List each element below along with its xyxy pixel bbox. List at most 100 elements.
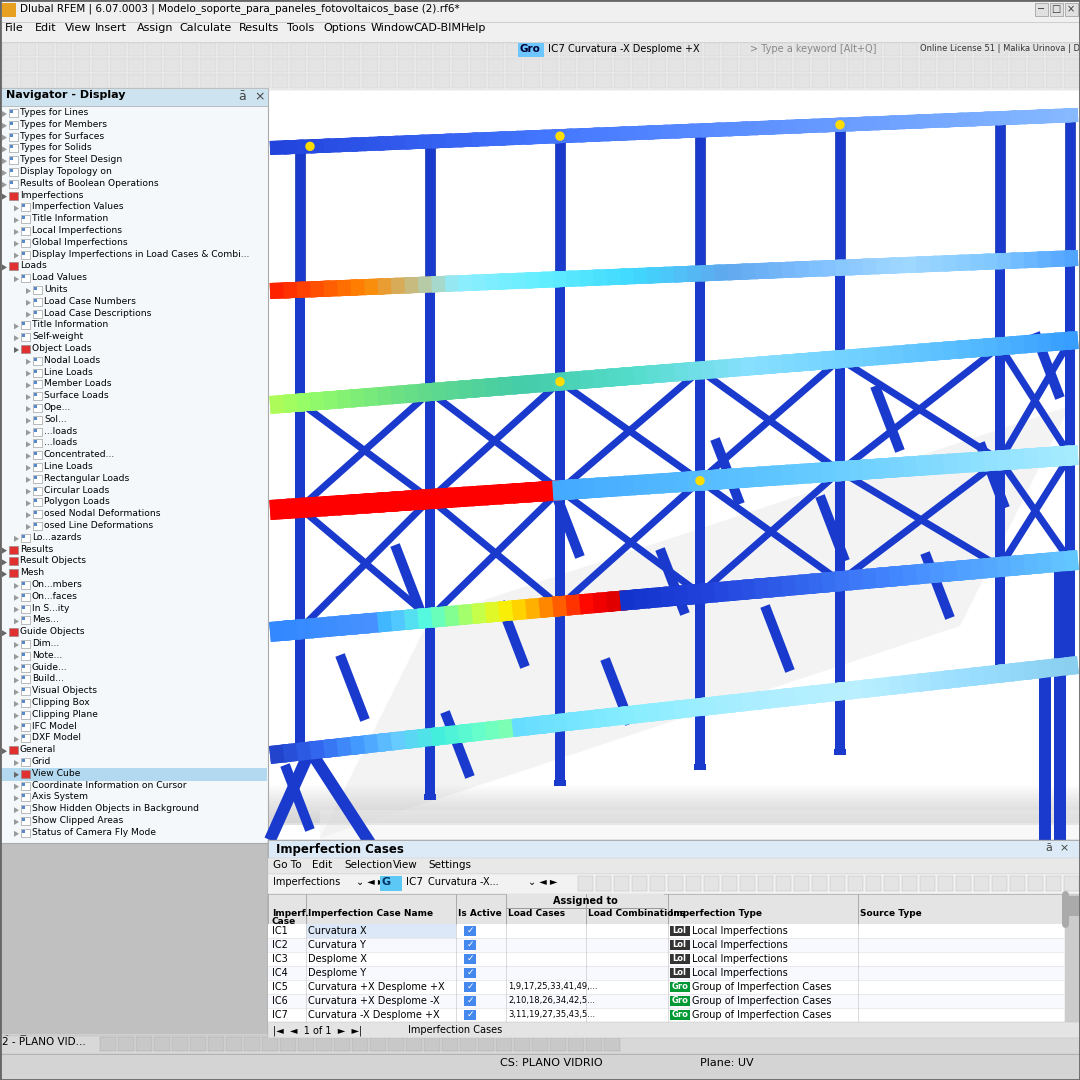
Polygon shape bbox=[580, 127, 600, 143]
Polygon shape bbox=[320, 406, 1070, 838]
Bar bbox=[146, 75, 162, 87]
Polygon shape bbox=[558, 487, 702, 596]
Polygon shape bbox=[1064, 445, 1079, 465]
Bar bbox=[22, 759, 25, 762]
Polygon shape bbox=[740, 691, 762, 712]
Bar bbox=[974, 59, 990, 72]
Polygon shape bbox=[956, 559, 977, 581]
Polygon shape bbox=[1037, 659, 1058, 678]
Bar bbox=[488, 59, 504, 72]
Text: Build...: Build... bbox=[32, 674, 64, 684]
Bar bbox=[568, 1037, 584, 1051]
Polygon shape bbox=[781, 575, 802, 596]
Polygon shape bbox=[14, 536, 19, 542]
Polygon shape bbox=[687, 698, 708, 717]
Polygon shape bbox=[687, 265, 708, 282]
Polygon shape bbox=[431, 275, 453, 293]
Polygon shape bbox=[444, 487, 465, 508]
Polygon shape bbox=[889, 675, 910, 694]
Text: Gro: Gro bbox=[672, 982, 689, 991]
Polygon shape bbox=[862, 567, 883, 590]
Bar bbox=[453, 59, 468, 72]
Polygon shape bbox=[848, 679, 870, 700]
Text: ×: × bbox=[254, 90, 265, 103]
Polygon shape bbox=[555, 723, 565, 783]
Circle shape bbox=[556, 603, 564, 610]
Bar bbox=[2, 3, 16, 17]
Polygon shape bbox=[363, 612, 386, 634]
Bar bbox=[0, 87, 268, 106]
Polygon shape bbox=[431, 488, 453, 509]
Polygon shape bbox=[552, 480, 573, 501]
Polygon shape bbox=[351, 279, 372, 296]
Text: Clipping Plane: Clipping Plane bbox=[32, 710, 98, 719]
Text: ✓: ✓ bbox=[467, 954, 474, 963]
Bar bbox=[464, 954, 476, 964]
Polygon shape bbox=[754, 577, 775, 598]
Polygon shape bbox=[377, 491, 399, 513]
Polygon shape bbox=[310, 391, 332, 410]
Polygon shape bbox=[889, 565, 910, 586]
Polygon shape bbox=[889, 457, 910, 477]
Polygon shape bbox=[555, 490, 565, 606]
Polygon shape bbox=[1064, 249, 1078, 267]
Bar bbox=[1028, 75, 1044, 87]
Polygon shape bbox=[647, 473, 667, 495]
Bar bbox=[434, 75, 450, 87]
Polygon shape bbox=[808, 260, 829, 276]
Polygon shape bbox=[835, 680, 856, 701]
Polygon shape bbox=[997, 253, 1017, 269]
Polygon shape bbox=[1023, 553, 1045, 575]
Text: Help: Help bbox=[461, 23, 486, 33]
Polygon shape bbox=[539, 596, 561, 618]
Polygon shape bbox=[404, 135, 426, 149]
Polygon shape bbox=[310, 617, 332, 638]
Polygon shape bbox=[298, 400, 432, 502]
Polygon shape bbox=[700, 696, 723, 716]
Polygon shape bbox=[838, 469, 1002, 570]
Polygon shape bbox=[498, 599, 521, 622]
Bar bbox=[10, 122, 13, 125]
Bar bbox=[831, 43, 846, 56]
Polygon shape bbox=[943, 453, 964, 474]
Bar bbox=[470, 43, 486, 56]
Bar bbox=[21, 675, 30, 684]
Bar bbox=[345, 43, 360, 56]
Polygon shape bbox=[14, 217, 19, 224]
Polygon shape bbox=[404, 489, 426, 511]
Polygon shape bbox=[943, 112, 963, 127]
Polygon shape bbox=[754, 355, 775, 375]
Bar bbox=[380, 876, 402, 891]
Polygon shape bbox=[283, 282, 303, 298]
Text: Clipping Box: Clipping Box bbox=[32, 698, 90, 707]
Text: Lol: Lol bbox=[672, 926, 686, 935]
Bar bbox=[38, 75, 54, 87]
Polygon shape bbox=[768, 464, 789, 486]
Polygon shape bbox=[283, 619, 305, 640]
Polygon shape bbox=[660, 585, 681, 607]
Text: CAD-BIM: CAD-BIM bbox=[413, 23, 461, 33]
Polygon shape bbox=[552, 595, 573, 617]
Polygon shape bbox=[1011, 110, 1031, 125]
Polygon shape bbox=[458, 486, 480, 508]
Bar bbox=[470, 75, 486, 87]
Polygon shape bbox=[1064, 249, 1078, 267]
Polygon shape bbox=[337, 494, 359, 515]
Polygon shape bbox=[552, 713, 573, 732]
Polygon shape bbox=[916, 113, 936, 129]
Polygon shape bbox=[714, 122, 734, 137]
Text: □: □ bbox=[1051, 4, 1061, 14]
Bar bbox=[434, 43, 450, 56]
Polygon shape bbox=[1037, 446, 1058, 468]
Bar bbox=[956, 43, 972, 56]
Bar bbox=[1010, 75, 1026, 87]
Bar bbox=[21, 663, 30, 672]
Polygon shape bbox=[741, 578, 762, 600]
Polygon shape bbox=[1051, 445, 1072, 467]
Polygon shape bbox=[835, 581, 845, 691]
Polygon shape bbox=[391, 490, 413, 512]
Polygon shape bbox=[1010, 661, 1031, 681]
Text: IC3: IC3 bbox=[272, 954, 287, 964]
Polygon shape bbox=[741, 467, 762, 488]
Bar bbox=[848, 43, 864, 56]
